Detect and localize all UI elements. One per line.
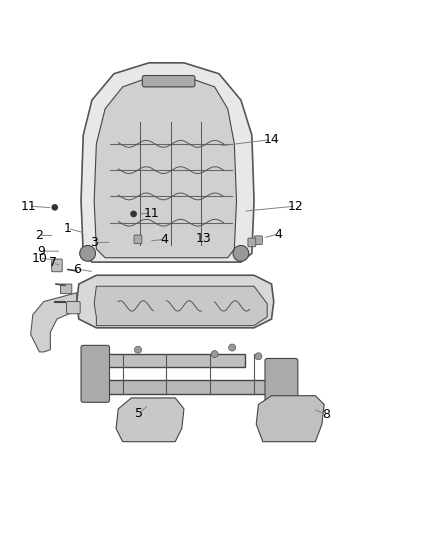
FancyBboxPatch shape: [265, 359, 298, 402]
Circle shape: [134, 346, 141, 353]
FancyBboxPatch shape: [134, 235, 142, 244]
Circle shape: [255, 353, 262, 360]
Circle shape: [52, 205, 57, 210]
Polygon shape: [77, 275, 274, 328]
Text: 1: 1: [64, 222, 72, 235]
Polygon shape: [256, 395, 324, 442]
Polygon shape: [116, 398, 184, 442]
FancyBboxPatch shape: [142, 76, 195, 87]
Circle shape: [80, 246, 95, 261]
Text: 14: 14: [264, 133, 279, 146]
FancyBboxPatch shape: [60, 284, 72, 294]
FancyBboxPatch shape: [248, 238, 256, 247]
FancyBboxPatch shape: [254, 236, 262, 245]
Text: 4: 4: [274, 228, 282, 240]
Text: 5: 5: [135, 407, 143, 419]
Polygon shape: [92, 354, 245, 367]
Text: 11: 11: [21, 199, 36, 213]
FancyBboxPatch shape: [52, 259, 62, 272]
Polygon shape: [31, 293, 77, 352]
Text: 2: 2: [35, 229, 43, 242]
Text: 8: 8: [322, 408, 330, 421]
Circle shape: [229, 344, 236, 351]
Text: 11: 11: [143, 207, 159, 220]
Circle shape: [131, 211, 136, 216]
Text: 10: 10: [32, 252, 47, 265]
Text: 12: 12: [288, 199, 304, 213]
Polygon shape: [94, 286, 267, 326]
Text: 13: 13: [196, 231, 212, 245]
Circle shape: [211, 351, 218, 358]
Polygon shape: [94, 76, 237, 258]
Text: 7: 7: [49, 256, 57, 270]
FancyBboxPatch shape: [67, 302, 80, 314]
Polygon shape: [81, 63, 254, 262]
Polygon shape: [92, 381, 285, 393]
Text: 3: 3: [90, 236, 98, 249]
FancyBboxPatch shape: [81, 345, 110, 402]
Text: 6: 6: [73, 263, 81, 276]
Text: 9: 9: [38, 245, 46, 257]
Text: 4: 4: [160, 233, 168, 246]
Circle shape: [233, 246, 249, 261]
